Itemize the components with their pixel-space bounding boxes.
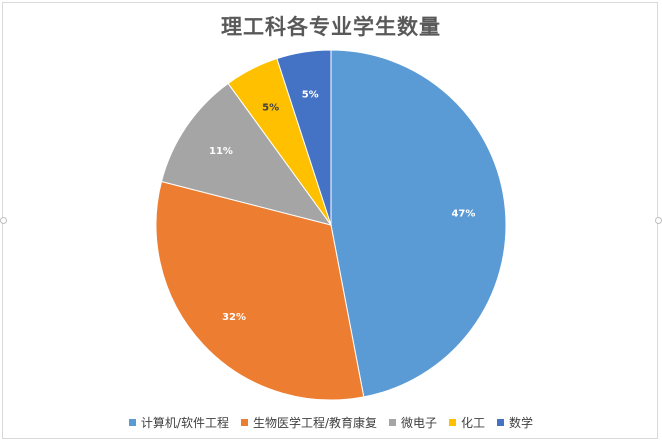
resize-handle-left[interactable] — [0, 217, 7, 224]
legend-label: 数学 — [509, 416, 534, 430]
legend-item-2[interactable]: 生物医学工程/教育康复 — [240, 414, 378, 431]
chart-title: 理工科各专业学生数量 — [221, 15, 441, 39]
pie-slice-2[interactable] — [155, 180, 365, 401]
legend: 计算机/软件工程 生物医学工程/教育康复 微电子 化工 数学 — [3, 414, 659, 431]
legend-item-3[interactable]: 微电子 — [389, 414, 437, 431]
legend-label: 微电子 — [401, 416, 438, 430]
legend-item-5[interactable]: 数学 — [497, 414, 533, 431]
data-label-2: 32% — [222, 312, 246, 323]
pie-slice-5[interactable] — [276, 49, 332, 226]
pie-chart: 47% 32% 11% 5% 5% — [155, 49, 507, 401]
data-label-3: 11% — [209, 146, 233, 157]
legend-swatch — [389, 419, 397, 426]
pie-slice-3[interactable] — [160, 82, 333, 226]
legend-item-1[interactable]: 计算机/软件工程 — [128, 414, 229, 431]
data-label-4: 5% — [262, 102, 279, 113]
legend-label: 化工 — [461, 416, 486, 430]
data-label-1: 47% — [451, 208, 475, 219]
legend-item-4[interactable]: 化工 — [449, 414, 485, 431]
pie-slice-1[interactable] — [330, 49, 507, 398]
legend-label: 生物医学工程/教育康复 — [252, 416, 378, 430]
legend-swatch — [128, 419, 136, 426]
legend-swatch — [240, 419, 248, 426]
resize-handle-right[interactable] — [655, 217, 662, 224]
chart-area[interactable]: 理工科各专业学生数量 47% 32% 11% 5% 5% 计算机/软件工程 生物医学工程/… — [2, 2, 658, 439]
legend-label: 计算机/软件工程 — [140, 416, 229, 430]
legend-swatch — [449, 419, 457, 426]
legend-swatch — [497, 419, 505, 426]
data-label-5: 5% — [302, 90, 319, 101]
